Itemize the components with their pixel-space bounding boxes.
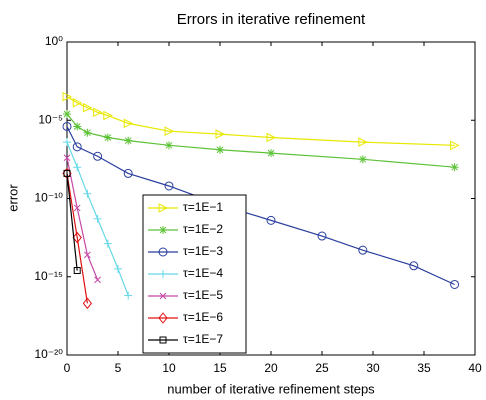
data-point: [63, 154, 71, 162]
x-tick-label: 25: [315, 361, 329, 375]
data-point: [358, 155, 367, 164]
x-tick-label: 5: [115, 361, 122, 375]
x-axis-label: number of iterative refinement steps: [167, 381, 375, 396]
data-point: [63, 169, 71, 177]
data-point: [63, 110, 71, 119]
data-point: [450, 279, 460, 289]
x-tick-label: 35: [417, 361, 431, 375]
legend-label: τ=1E−7: [183, 332, 223, 346]
data-point: [317, 231, 327, 241]
legend-label: τ=1E−1: [183, 200, 223, 214]
y-tick-label: 10⁻¹⁰: [35, 191, 64, 205]
data-point: [124, 291, 133, 300]
x-tick-label: 10: [162, 361, 176, 375]
y-axis-label: error: [5, 184, 20, 212]
data-point: [84, 251, 91, 259]
legend-marker: [158, 312, 168, 324]
legend-label: τ=1E−3: [183, 244, 223, 258]
y-tick-label: 10⁰: [45, 34, 63, 48]
legend-label: τ=1E−2: [183, 222, 223, 236]
data-point: [103, 239, 112, 248]
data-point: [72, 98, 83, 108]
legend-marker: [158, 247, 168, 257]
x-tick-label: 30: [366, 361, 380, 375]
data-point: [165, 141, 173, 150]
data-point: [63, 138, 71, 147]
data-point: [358, 245, 368, 255]
data-point: [215, 129, 226, 139]
y-tick-label: 10⁻¹⁵: [34, 269, 63, 283]
legend-marker: [159, 292, 167, 300]
chart-title: Errors in iterative refinement: [177, 11, 366, 28]
data-point: [103, 110, 113, 121]
data-point: [216, 145, 224, 154]
data-point: [93, 214, 102, 223]
data-point: [83, 189, 92, 198]
data-point: [62, 121, 72, 131]
data-point: [72, 231, 82, 244]
series-line: [66, 157, 99, 281]
x-tick-label: 40: [468, 361, 482, 375]
data-point: [123, 168, 133, 178]
y-tick-label: 10⁻⁵: [38, 112, 63, 126]
x-tick-label: 15: [213, 361, 227, 375]
data-point: [82, 297, 93, 310]
data-point: [266, 132, 277, 143]
data-point: [73, 122, 82, 131]
data-point: [409, 261, 419, 271]
x-tick-label: 0: [64, 361, 71, 375]
data-point: [73, 204, 81, 212]
data-point: [93, 151, 103, 161]
data-point: [93, 107, 103, 118]
data-point: [124, 136, 133, 145]
legend-label: τ=1E−5: [183, 288, 223, 302]
data-point: [164, 126, 175, 136]
data-point: [103, 133, 112, 142]
legend-label: τ=1E−6: [183, 310, 223, 324]
legend-marker: [159, 270, 167, 278]
series-line: [66, 96, 455, 146]
data-point: [450, 140, 460, 151]
data-point: [114, 264, 122, 273]
data-point: [73, 163, 82, 172]
data-point: [73, 267, 81, 275]
data-point: [266, 215, 276, 225]
data-point: [94, 276, 101, 284]
data-point: [62, 91, 73, 102]
y-tick-label: 10⁻²⁰: [35, 347, 64, 361]
legend-marker: [159, 336, 167, 344]
series-line: [66, 173, 78, 271]
legend-label: τ=1E−4: [183, 266, 223, 280]
legend-marker: [158, 203, 169, 213]
data-point: [72, 142, 82, 152]
data-point: [82, 102, 93, 113]
legend-marker: [159, 226, 167, 234]
data-point: [267, 149, 275, 158]
x-tick-label: 20: [264, 361, 278, 375]
data-point: [123, 118, 134, 129]
data-point: [358, 137, 368, 147]
data-point: [450, 163, 459, 172]
data-point: [164, 181, 174, 191]
data-point: [83, 128, 92, 137]
series-line: [66, 173, 88, 304]
series-line: [66, 113, 455, 168]
